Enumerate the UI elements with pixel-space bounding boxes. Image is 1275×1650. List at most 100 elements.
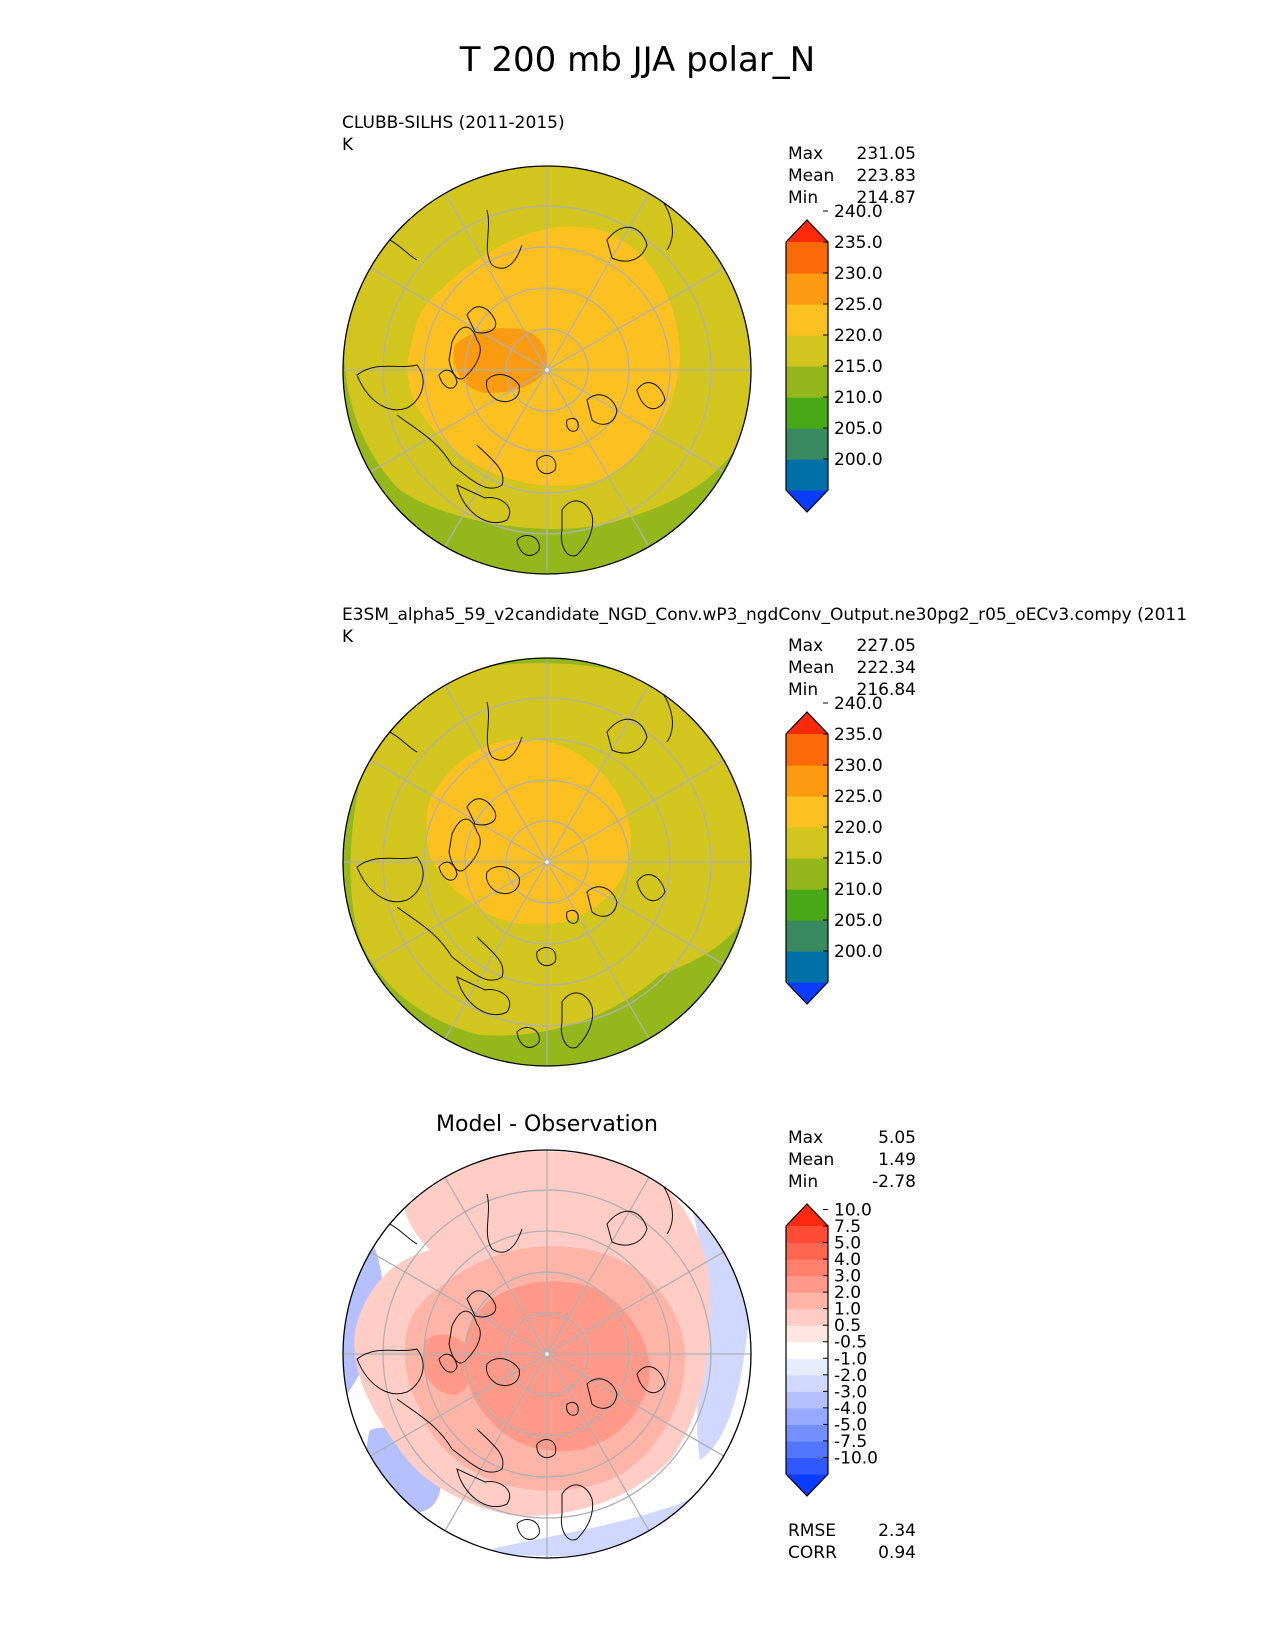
- colorbar-tick-label: 0.5: [834, 1316, 861, 1336]
- colorbar-tick-label: 205.0: [834, 419, 883, 439]
- colorbar-tick-label: 200.0: [834, 450, 883, 470]
- colorbar-tick-label: 220.0: [834, 326, 883, 346]
- colorbar-panel3: -10.0-7.5-5.0-4.0-3.0-2.0-1.0-0.50.51.02…: [785, 1200, 878, 1497]
- stat-max: 5.05: [878, 1128, 916, 1148]
- colorbar-segment: [786, 796, 828, 828]
- colorbar-segment: [786, 1457, 828, 1475]
- colorbar-segment: [786, 889, 828, 921]
- colorbar-segment: [786, 1325, 828, 1343]
- colorbar-tick-label: -4.0: [834, 1399, 867, 1419]
- colorbar-tick-label: 7.5: [834, 1217, 861, 1237]
- colorbar-panel1: 200.0 205.0 210.0 215.0 220.0 225.0 230.0 235.0…: [785, 202, 883, 513]
- colorbar-segment: [786, 428, 828, 460]
- panel2-label: E3SM_alpha5_59_v2candidate_NGD_Conv.wP3_…: [342, 604, 1187, 648]
- colorbar-tick-label: 1.0: [834, 1300, 861, 1320]
- colorbar-tick-label: 215.0: [834, 357, 883, 377]
- north-pole-marker: [545, 860, 549, 864]
- panel3-title: Model - Observation: [436, 1112, 658, 1137]
- panel1-stats: Max 231.05 Mean 223.83 Min 214.87: [788, 143, 916, 209]
- colorbar-segment: [786, 951, 828, 983]
- colorbar-under-extension: [786, 982, 828, 1004]
- field-positive-high: [422, 1334, 474, 1395]
- colorbar-segment: [786, 335, 828, 367]
- metric-label: RMSE: [788, 1521, 837, 1541]
- map-panel2: [342, 657, 752, 1067]
- stat-min: 214.87: [856, 188, 916, 208]
- colorbar-segment: [786, 1358, 828, 1376]
- colorbar-segment: [786, 858, 828, 890]
- colorbar-tick-label: 240.0: [834, 694, 883, 714]
- map-boundary: [342, 1149, 752, 1559]
- colorbar-segment: [786, 920, 828, 952]
- panel2-stats: Max 227.05 Mean 222.34 Min 216.84: [788, 635, 916, 701]
- colorbar-tick-label: 200.0: [834, 942, 883, 962]
- colorbar-tick-label: 225.0: [834, 295, 883, 315]
- colorbar-tick-label: -3.0: [834, 1382, 867, 1402]
- stat-label: Mean: [788, 166, 835, 186]
- map-boundary: [342, 165, 752, 575]
- stat-mean: 1.49: [878, 1150, 916, 1170]
- colorbar-tick-label: 235.0: [834, 725, 883, 745]
- colorbar-segment: [786, 1275, 828, 1293]
- colorbar-segment: [786, 1292, 828, 1310]
- colorbar-segment: [786, 397, 828, 429]
- colorbar-segment: [786, 304, 828, 336]
- colorbar-over-extension: [786, 220, 828, 242]
- colorbar-segment: [786, 827, 828, 859]
- stat-label: Min: [788, 1172, 819, 1192]
- colorbar-over-extension: [786, 1204, 828, 1226]
- metric-label: CORR: [788, 1543, 837, 1563]
- map-panel1: [342, 165, 752, 575]
- colorbar-over-extension: [786, 712, 828, 734]
- colorbar-panel2: 200.0 205.0 210.0 215.0 220.0 225.0 230.0 235.0…: [785, 694, 883, 1005]
- colorbar-tick-label: 2.0: [834, 1283, 861, 1303]
- colorbar-tick-label: 240.0: [834, 202, 883, 222]
- colorbar-segment: [786, 1391, 828, 1409]
- colorbar-segment: [786, 1424, 828, 1442]
- stat-label: Min: [788, 188, 819, 208]
- panel3-stats: Max 5.05 Mean 1.49 Min -2.78: [788, 1127, 916, 1193]
- panel3-metrics: RMSE 2.34 CORR 0.94: [788, 1520, 916, 1564]
- stat-max: 231.05: [856, 144, 916, 164]
- colorbar-under-extension: [786, 490, 828, 512]
- colorbar-segment: [786, 1341, 828, 1359]
- colorbar-segment: [786, 1242, 828, 1260]
- stat-mean: 222.34: [856, 658, 916, 678]
- colorbar-segment: [786, 273, 828, 305]
- colorbar-tick-label: 230.0: [834, 264, 883, 284]
- colorbar-tick-label: -10.0: [834, 1448, 878, 1468]
- colorbar-under-extension: [786, 1474, 828, 1496]
- colorbar-tick-label: -2.0: [834, 1366, 867, 1386]
- colorbar-tick-label: 230.0: [834, 756, 883, 776]
- colorbar-tick-label: 205.0: [834, 911, 883, 931]
- colorbar-segment: [786, 1226, 828, 1244]
- stat-label: Max: [788, 1128, 824, 1148]
- stat-label: Max: [788, 636, 824, 656]
- north-pole-marker: [545, 1352, 549, 1356]
- colorbar-tick-label: 210.0: [834, 880, 883, 900]
- stat-label: Mean: [788, 658, 835, 678]
- map-panel3: [342, 1149, 752, 1559]
- stat-min: 216.84: [856, 680, 916, 700]
- colorbar-tick-label: 5.0: [834, 1234, 861, 1254]
- colorbar-tick-label: -7.5: [834, 1432, 867, 1452]
- colorbar-tick-label: 220.0: [834, 818, 883, 838]
- colorbar-tick-label: 210.0: [834, 388, 883, 408]
- stat-max: 227.05: [856, 636, 916, 656]
- map-boundary: [342, 657, 752, 1067]
- colorbar-tick-label: -5.0: [834, 1415, 867, 1435]
- colorbar-segment: [786, 1259, 828, 1277]
- colorbar-segment: [786, 765, 828, 797]
- north-pole-marker: [545, 368, 549, 372]
- colorbar-segment: [786, 1440, 828, 1459]
- colorbar-tick-label: 215.0: [834, 849, 883, 869]
- panel2-dataset: E3SM_alpha5_59_v2candidate_NGD_Conv.wP3_…: [342, 605, 1188, 625]
- stat-label: Max: [788, 144, 824, 164]
- field-230-235: [453, 328, 547, 393]
- panel2-units: K: [342, 627, 354, 647]
- colorbar-segment: [786, 734, 828, 766]
- figure-title: T 200 mb JJA polar_N: [459, 40, 816, 80]
- colorbar-segment: [786, 1308, 828, 1326]
- colorbar-segment: [786, 1407, 828, 1425]
